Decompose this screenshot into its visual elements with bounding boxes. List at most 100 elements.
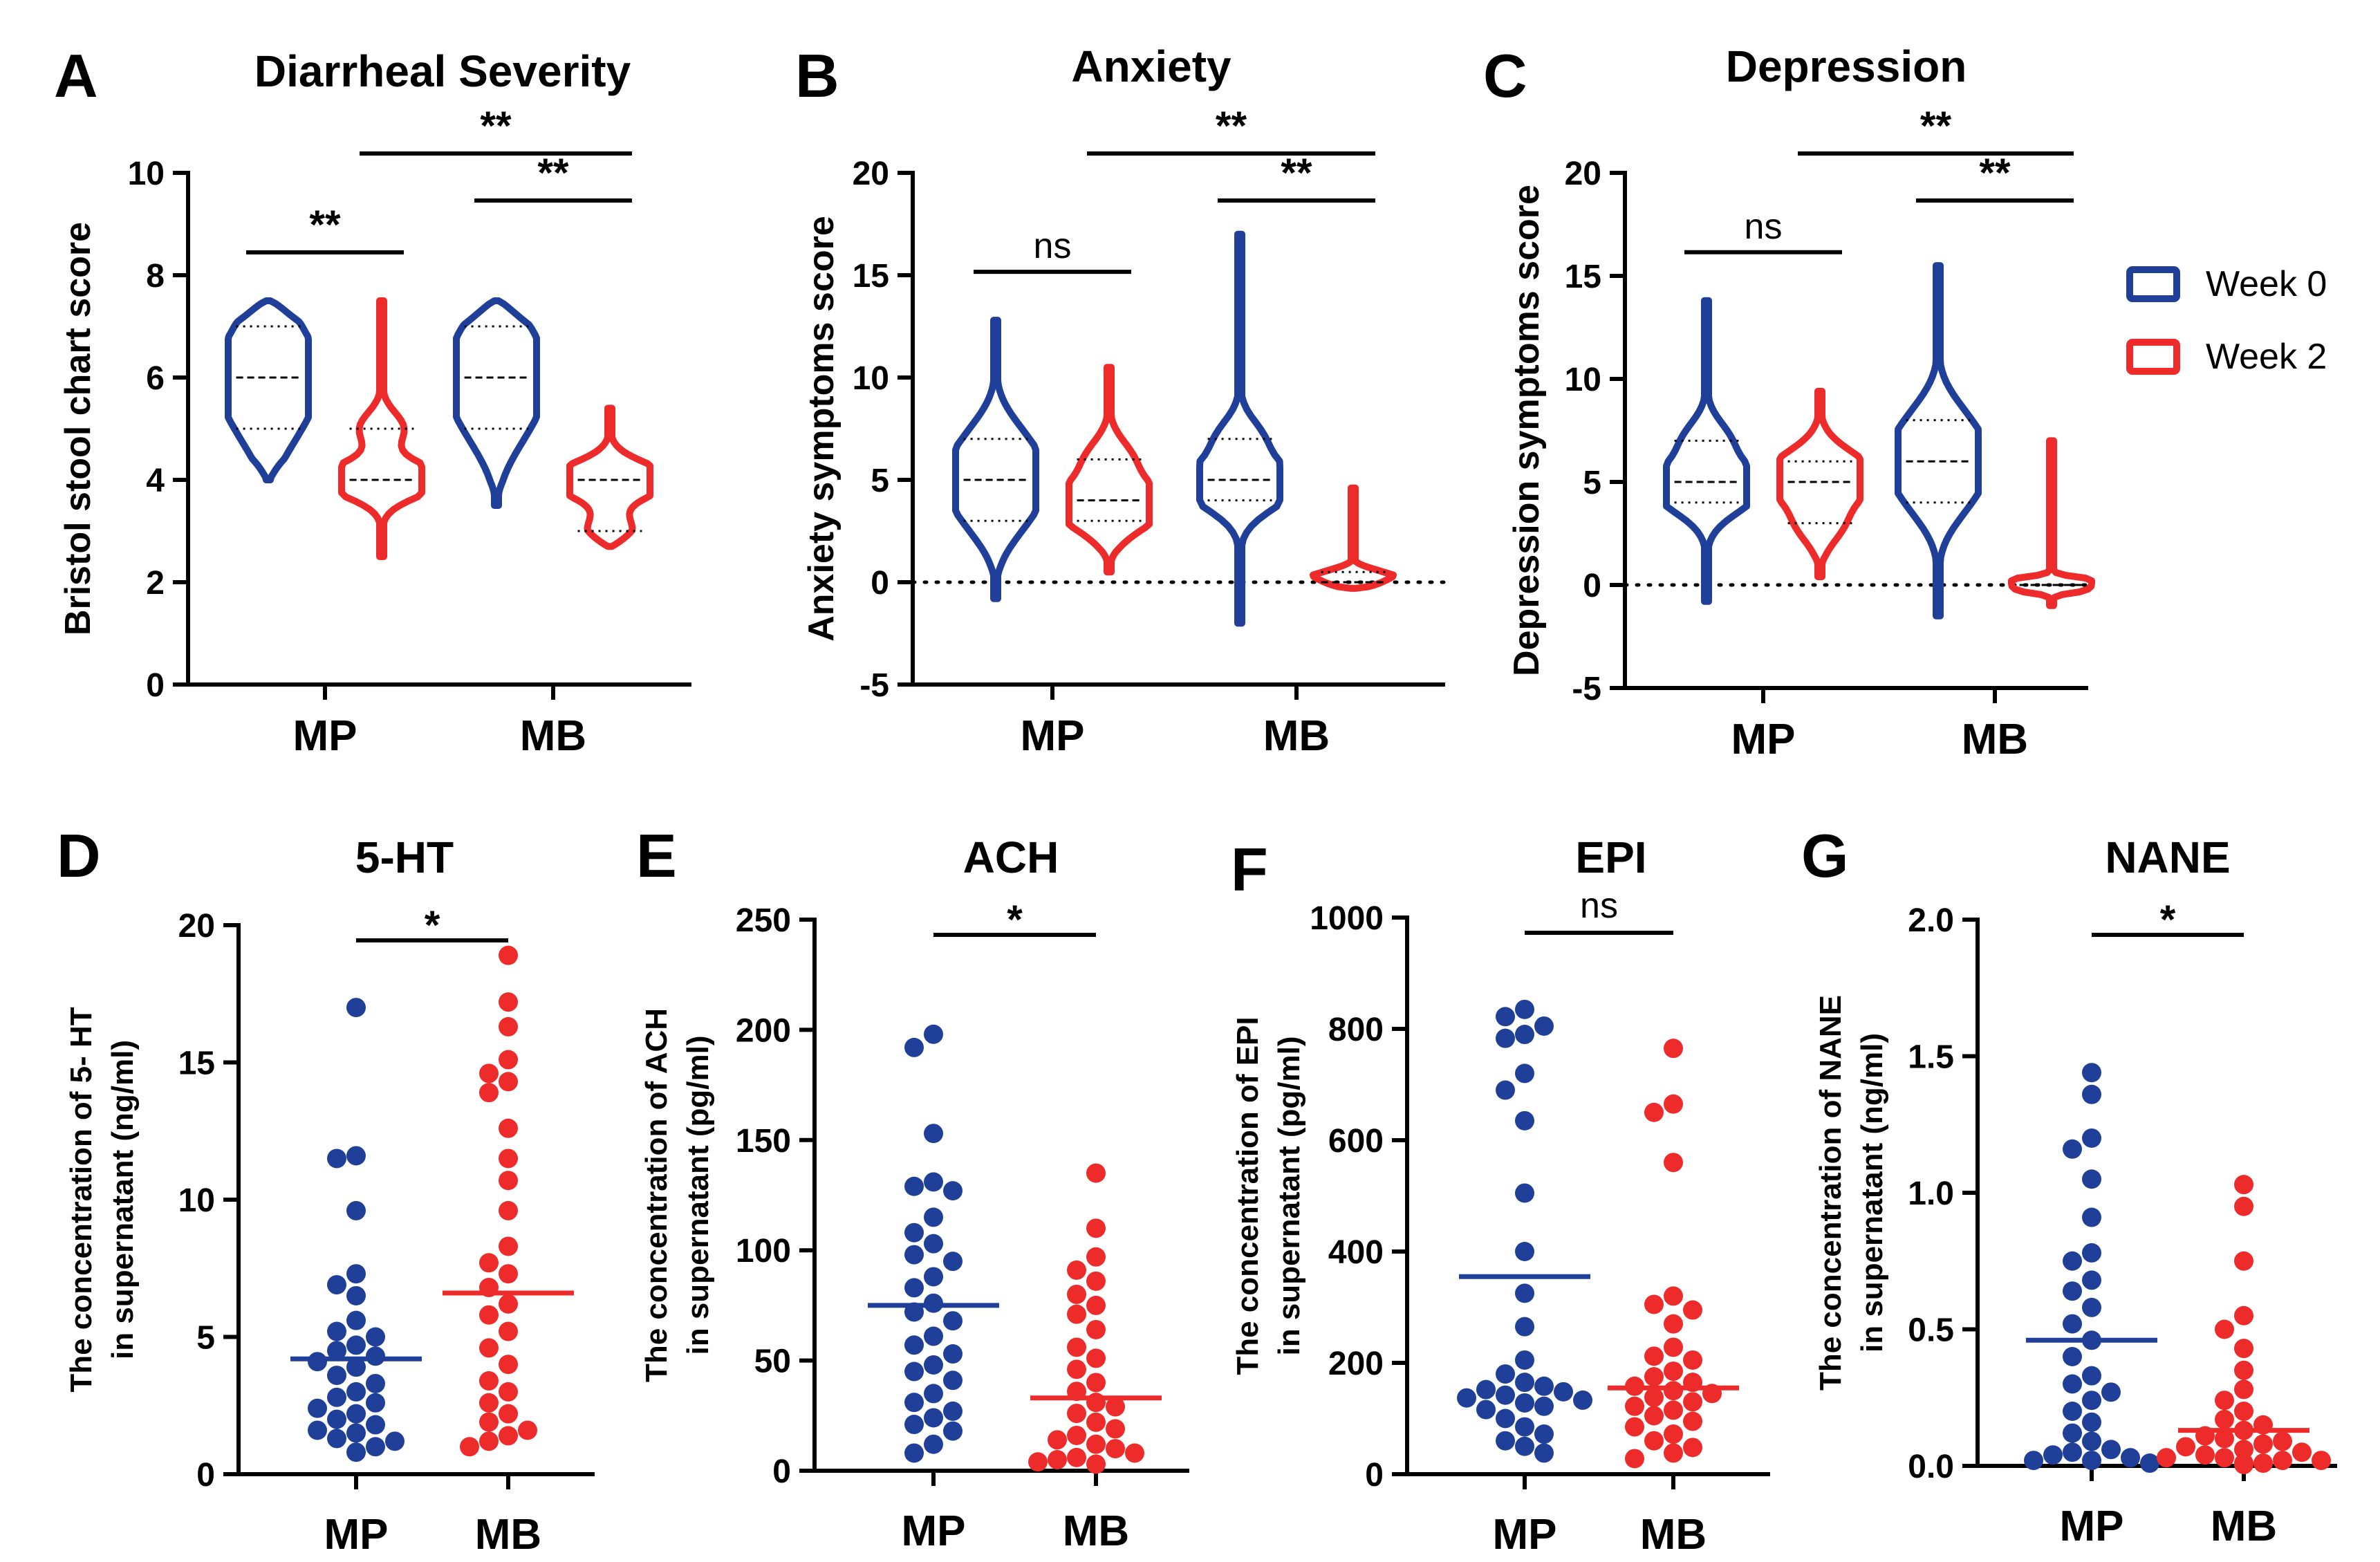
data-point: [1644, 1367, 1664, 1387]
data-point: [1515, 1025, 1534, 1045]
panel-letter: F: [1231, 835, 1268, 904]
data-point: [2234, 1402, 2253, 1421]
data-point: [2082, 1391, 2101, 1411]
data-point: [1086, 1373, 1106, 1393]
data-point: [327, 1366, 346, 1386]
y-tick-label: 20: [853, 156, 889, 192]
y-tick-label: 0.5: [1908, 1312, 1954, 1349]
data-point: [2157, 1448, 2176, 1468]
data-point: [499, 1149, 518, 1169]
data-point: [943, 1252, 963, 1272]
data-point: [2234, 1440, 2253, 1460]
x-tick-label: MP: [902, 1507, 966, 1555]
y-tick-label: 150: [736, 1123, 791, 1160]
data-point: [1683, 1350, 1702, 1370]
y-tick-label: -5: [859, 667, 889, 704]
data-point: [1476, 1379, 1496, 1400]
data-point: [479, 1305, 499, 1325]
data-point: [943, 1311, 963, 1331]
significance-label: **: [480, 104, 512, 149]
data-point: [2121, 1448, 2140, 1468]
data-point: [346, 1357, 366, 1377]
data-point: [327, 1387, 346, 1407]
significance-label: ns: [1034, 226, 1072, 266]
x-tick-label: MP: [1021, 712, 1085, 760]
y-tick-label: -5: [1572, 671, 1601, 707]
data-point: [479, 1371, 499, 1391]
data-point: [2082, 1431, 2101, 1451]
y-tick-label: 15: [178, 1045, 215, 1082]
data-point: [1573, 1390, 1592, 1410]
data-point: [346, 1442, 366, 1462]
significance-label: **: [1979, 151, 2011, 196]
y-tick-label: 2.0: [1908, 902, 1954, 939]
data-point: [385, 1431, 405, 1451]
data-point: [1515, 1350, 1534, 1370]
data-point: [1683, 1438, 1702, 1458]
data-point: [499, 1355, 518, 1375]
significance-label: *: [2160, 898, 2176, 942]
chart-title: Diarrheal Severity: [254, 46, 631, 96]
y-axis-label: Bristol stool chart score: [58, 222, 98, 635]
y-tick-label: 5: [196, 1320, 215, 1357]
data-point: [1515, 1183, 1534, 1203]
data-point: [2234, 1251, 2253, 1271]
data-point: [366, 1327, 385, 1347]
data-point: [1125, 1443, 1144, 1463]
data-point: [2292, 1442, 2312, 1462]
data-point: [2082, 1243, 2101, 1263]
violin-mp-week0: [952, 317, 1039, 602]
y-tick-label: 200: [1328, 1346, 1384, 1382]
data-point: [308, 1352, 327, 1372]
data-point: [308, 1420, 327, 1440]
y-tick-label: 200: [736, 1012, 791, 1049]
data-point: [1106, 1397, 1125, 1417]
y-tick-label: 15: [1565, 259, 1601, 295]
data-point: [2063, 1251, 2082, 1271]
y-tick-label: 1.0: [1908, 1175, 1954, 1212]
data-point: [1664, 1443, 1683, 1463]
y-tick-label: 100: [736, 1233, 791, 1270]
violin-mp-week0: [1663, 297, 1750, 605]
violin-mp-week2: [1776, 387, 1863, 581]
data-point: [2234, 1455, 2253, 1475]
data-point: [1067, 1447, 1086, 1467]
x-tick-label: MP: [2060, 1503, 2124, 1550]
data-point: [1086, 1163, 1106, 1183]
violin-mb-week2: [1310, 484, 1397, 592]
data-point: [1086, 1434, 1106, 1454]
data-point: [1496, 1431, 1515, 1451]
y-axis-label: Depression symptoms score: [1507, 185, 1547, 676]
data-point: [2063, 1281, 2082, 1301]
y-tick-label: 15: [853, 258, 889, 295]
y-tick-label: 20: [178, 908, 215, 945]
data-point: [346, 1423, 366, 1443]
data-point: [1664, 1424, 1683, 1444]
data-point: [2082, 1297, 2101, 1317]
data-point: [2063, 1374, 2082, 1394]
data-point: [2082, 1063, 2101, 1083]
chart-title: Anxiety: [1071, 41, 1231, 91]
data-point: [943, 1370, 963, 1391]
data-point: [2063, 1442, 2082, 1462]
data-point: [904, 1335, 924, 1355]
data-point: [366, 1346, 385, 1366]
data-point: [2234, 1360, 2253, 1380]
data-point: [2195, 1445, 2215, 1465]
y-tick-label: 1.5: [1908, 1039, 1954, 1076]
data-point: [1515, 1417, 1534, 1437]
data-point: [2273, 1431, 2292, 1451]
data-point: [460, 1437, 479, 1457]
data-point: [479, 1393, 499, 1413]
significance-label: **: [1216, 104, 1247, 149]
chart-title: NANE: [2105, 833, 2230, 882]
data-point: [499, 1382, 518, 1402]
data-point: [346, 1264, 366, 1284]
data-point: [924, 1267, 943, 1287]
data-point: [1515, 1317, 1534, 1337]
data-point: [2082, 1207, 2101, 1227]
y-tick-label: 20: [1565, 156, 1601, 192]
data-point: [1457, 1388, 1476, 1408]
legend-swatch: [2126, 339, 2180, 375]
